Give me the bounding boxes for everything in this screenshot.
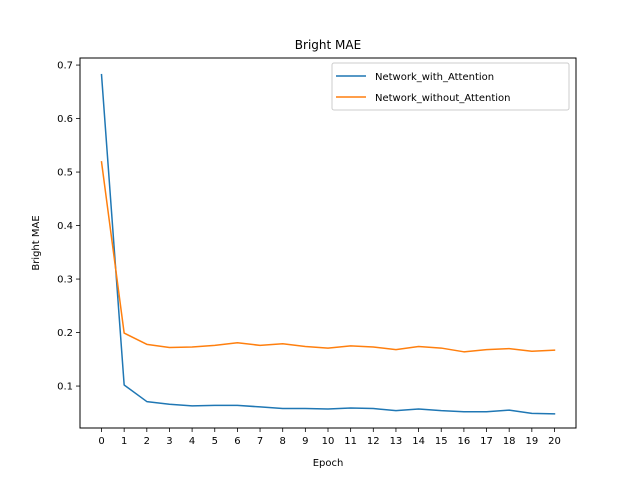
series-layer xyxy=(100,73,556,415)
legend-box xyxy=(331,62,570,111)
y-axis-label: Bright MAE xyxy=(31,215,42,270)
x-tick-label: 20 xyxy=(548,436,561,447)
x-tick-label: 7 xyxy=(257,436,263,447)
x-axis-label: Epoch xyxy=(313,458,344,469)
y-tick-label: 0.1 xyxy=(57,382,73,393)
x-tick-label: 19 xyxy=(525,436,538,447)
chart-title: Bright MAE xyxy=(295,38,361,52)
plot-frame xyxy=(79,57,577,429)
x-tick-label: 6 xyxy=(234,436,240,447)
x-tick-label: 18 xyxy=(503,436,516,447)
y-tick-label: 0.5 xyxy=(57,168,73,179)
x-tick-label: 3 xyxy=(166,436,172,447)
x-tick-label: 12 xyxy=(367,436,380,447)
x-tick-label: 17 xyxy=(480,436,493,447)
x-tick-label: 14 xyxy=(412,436,425,447)
y-tick-label: 0.2 xyxy=(57,328,73,339)
legend: Network_with_Attention Network_without_At… xyxy=(331,62,570,111)
x-tick-label: 11 xyxy=(344,436,357,447)
series-line-network-with-attention xyxy=(100,73,556,415)
x-tick-label: 13 xyxy=(390,436,403,447)
x-tick-label: 16 xyxy=(458,436,471,447)
x-tick-label: 1 xyxy=(121,436,127,447)
x-tick-label: 5 xyxy=(212,436,218,447)
legend-label: Network_with_Attention xyxy=(375,72,494,83)
y-tick-label: 0.3 xyxy=(57,275,73,286)
legend-label: Network_without_Attention xyxy=(375,93,511,104)
x-tick-label: 4 xyxy=(189,436,195,447)
ticks-layer: 0 1 2 3 4 5 6 7 8 9 10 11 12 13 14 15 16 17 18 19 200.10.20.… xyxy=(57,61,561,447)
x-tick-label: 10 xyxy=(322,436,335,447)
y-tick-label: 0.6 xyxy=(57,114,73,125)
x-tick-label: 9 xyxy=(302,436,308,447)
x-tick-label: 0 xyxy=(98,436,104,447)
x-tick-label: 8 xyxy=(280,436,286,447)
series-line-network-without-attention xyxy=(100,161,556,353)
y-tick-label: 0.4 xyxy=(57,221,73,232)
x-tick-label: 2 xyxy=(144,436,150,447)
x-tick-label: 15 xyxy=(435,436,448,447)
y-tick-label: 0.7 xyxy=(57,61,73,72)
